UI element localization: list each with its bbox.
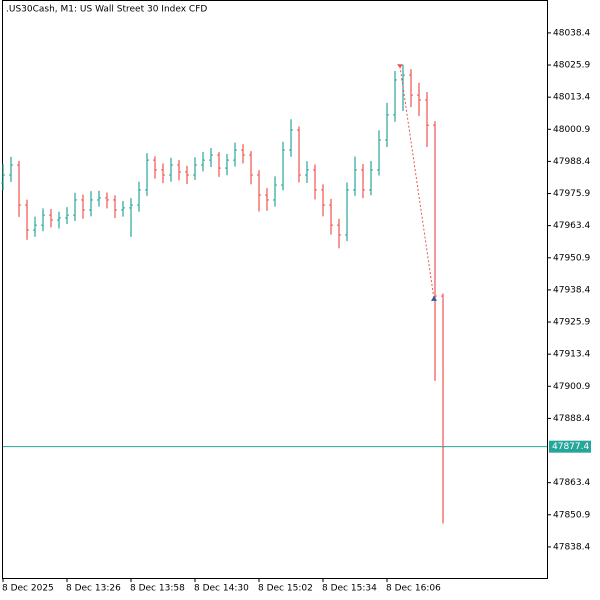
- y-tick-label: 47963.4: [553, 221, 590, 231]
- trade-entry: [397, 64, 403, 69]
- x-tick-label: 8 Dec 15:34: [322, 584, 377, 594]
- x-tick-label: 8 Dec 14:30: [194, 584, 249, 594]
- y-tick-label: 47850.9: [553, 510, 590, 520]
- y-tick-label: 48025.9: [553, 61, 590, 71]
- y-tick-label: 47938.4: [553, 285, 590, 295]
- y-tick-label: 48000.9: [553, 125, 590, 135]
- current-price-box: [549, 440, 591, 453]
- y-tick-label: 47863.4: [553, 478, 590, 488]
- x-tick-label: 8 Dec 2025: [2, 584, 54, 594]
- y-tick-label: 47913.4: [553, 350, 590, 360]
- y-tick-label: 47925.9: [553, 318, 590, 328]
- y-tick-label: 47950.9: [553, 253, 590, 263]
- x-tick-label: 8 Dec 13:58: [130, 584, 185, 594]
- current-price-label: 47877.4: [552, 442, 589, 452]
- y-tick-label: 47900.9: [553, 382, 590, 392]
- x-tick-label: 8 Dec 16:06: [386, 584, 441, 594]
- x-tick-label: 8 Dec 13:26: [66, 584, 121, 594]
- plot-frame: [2, 0, 548, 579]
- chart-title: .US30Cash, M1: US Wall Street 30 Index C…: [6, 5, 207, 15]
- y-tick-label: 48038.4: [553, 28, 590, 38]
- trade-exit: [431, 295, 437, 301]
- y-tick-label: 48013.4: [553, 93, 590, 103]
- x-tick-label: 8 Dec 15:02: [258, 584, 313, 594]
- trade-line: [399, 66, 435, 299]
- y-tick-label: 47988.4: [553, 157, 590, 167]
- y-tick-label: 47888.4: [553, 414, 590, 424]
- y-tick-label: 47838.4: [553, 542, 590, 552]
- y-tick-label: 47975.9: [553, 189, 590, 199]
